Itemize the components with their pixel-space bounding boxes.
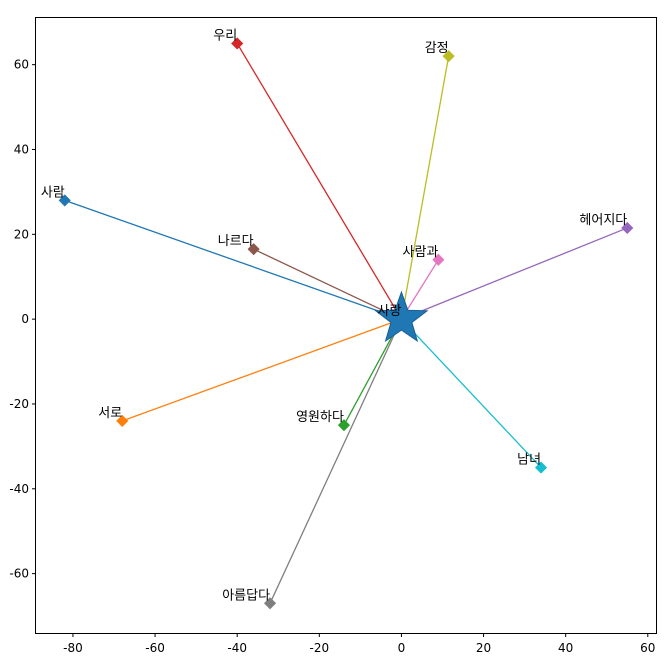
point-label-3: 우리 [213, 28, 237, 43]
x-tick-label-6: 40 [558, 641, 573, 655]
x-tick-label-0: -80 [63, 641, 83, 655]
x-tick-label-7: 60 [640, 641, 655, 655]
point-marker-9 [534, 461, 548, 474]
x-tick-label-1: -60 [145, 641, 165, 655]
point-marker-0 [58, 194, 71, 207]
connector-line-4 [401, 227, 628, 320]
point-marker-8 [442, 50, 455, 63]
point-label-5: 나르다 [218, 234, 254, 249]
center-label: 사랑 [378, 304, 402, 319]
x-tick-label-4: 0 [398, 641, 406, 655]
connector-line-9 [400, 318, 542, 469]
y-tick-label-5: 40 [14, 142, 29, 156]
point-marker-7 [263, 597, 277, 610]
point-label-6: 사람과 [402, 245, 438, 260]
x-tick-label-3: -20 [310, 641, 330, 655]
y-axis: -60 -40 -20 0 20 40 60 [9, 58, 36, 581]
x-axis: -80 -60 -40 -20 0 20 40 60 [63, 633, 655, 655]
connector-line-7 [269, 318, 403, 604]
point-label-8: 감정 [425, 41, 449, 56]
y-tick-label-2: -20 [9, 397, 29, 411]
center-star [374, 290, 429, 343]
y-tick-label-0: -60 [9, 567, 29, 581]
connector-line-0 [64, 199, 402, 320]
point-label-4: 헤어지다 [579, 213, 627, 228]
data-points [58, 37, 634, 610]
point-marker-1 [116, 414, 129, 427]
point-marker-5 [247, 243, 260, 256]
x-tick-label-2: -40 [227, 641, 247, 655]
y-tick-label-4: 20 [14, 227, 29, 241]
point-label-9: 남녀 [517, 453, 541, 468]
connector-line-1 [122, 318, 402, 422]
point-marker-6 [432, 253, 445, 266]
y-tick-label-3: 0 [21, 312, 29, 326]
point-label-1: 서로 [98, 406, 122, 421]
center-star-marker [374, 290, 429, 343]
point-label-0: 사람 [41, 185, 65, 200]
x-tick-label-5: 20 [476, 641, 491, 655]
connector-line-8 [400, 56, 450, 320]
point-label-7: 아름답다 [222, 588, 270, 603]
y-tick-label-6: 60 [14, 58, 29, 72]
point-marker-4 [621, 221, 634, 235]
point-label-2: 영원하다 [296, 410, 344, 425]
point-marker-3 [231, 37, 244, 50]
plot-frame [35, 17, 657, 634]
point-marker-2 [337, 419, 351, 432]
connector-line-3 [236, 43, 402, 320]
y-tick-label-1: -40 [9, 482, 29, 496]
connector-line-5 [253, 248, 402, 320]
